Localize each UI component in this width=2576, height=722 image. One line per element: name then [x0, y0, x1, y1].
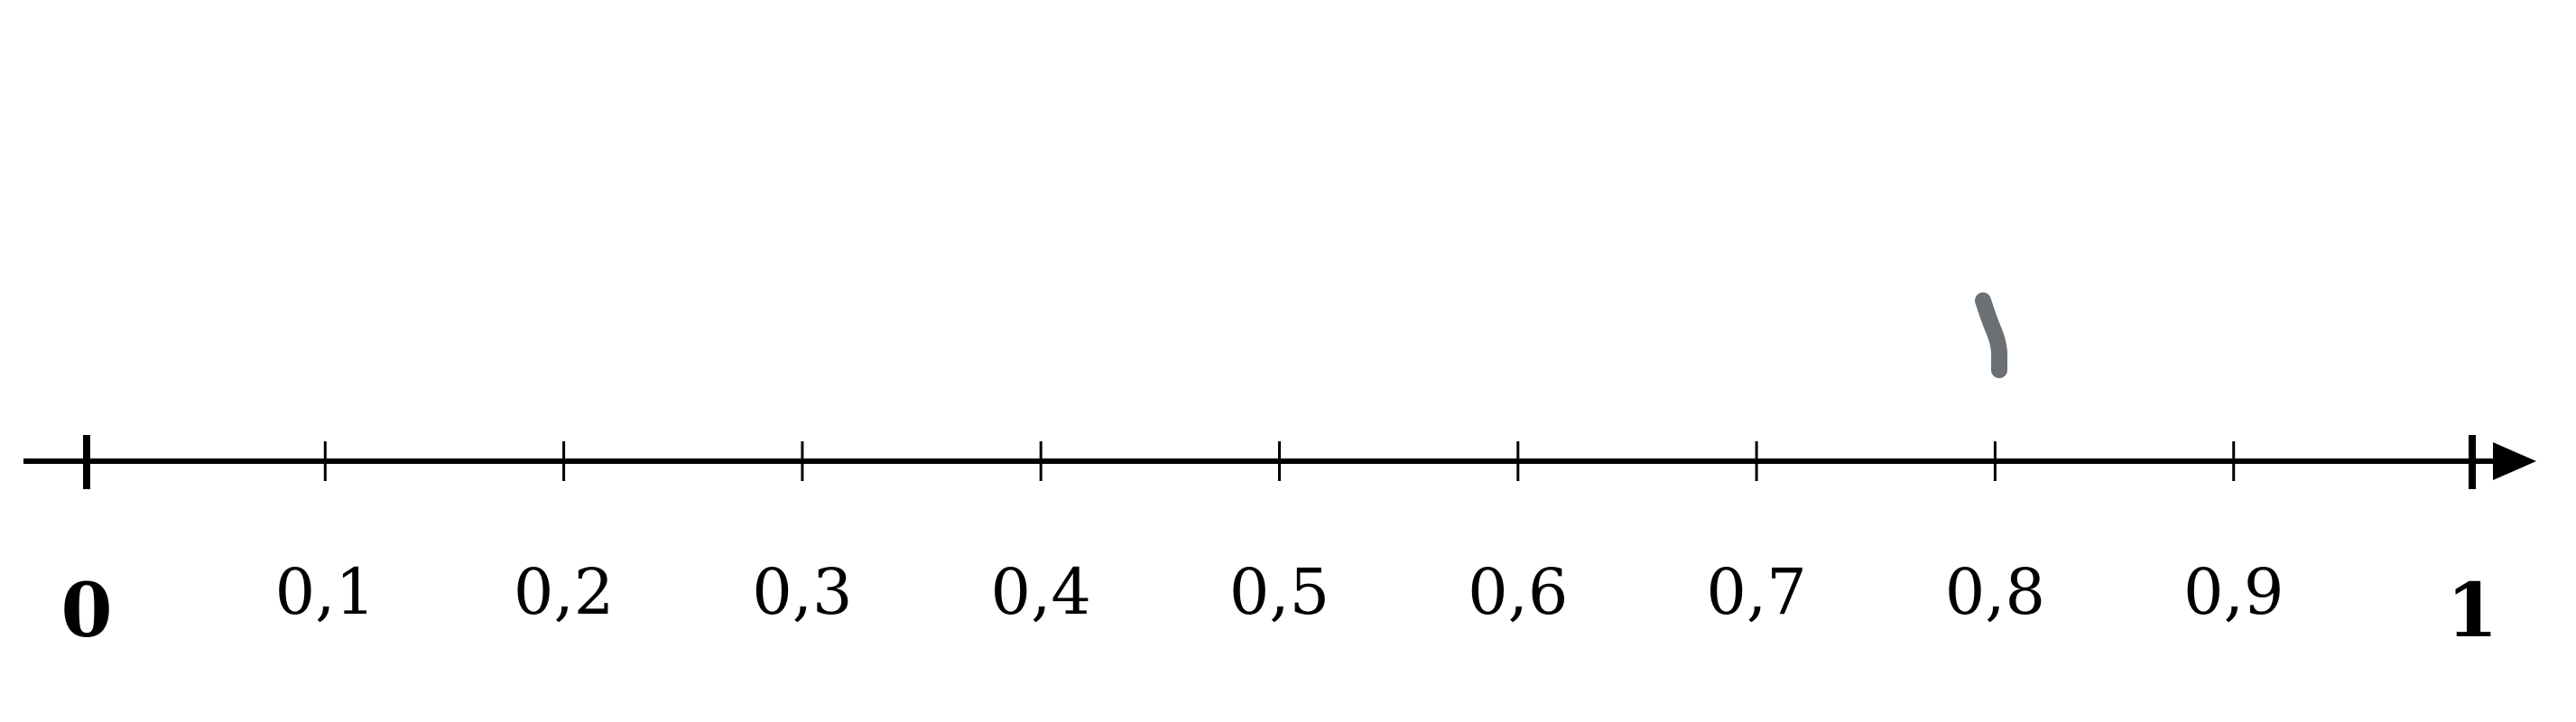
tick-label: 0,2 — [514, 555, 614, 629]
axis-arrowhead — [2493, 442, 2536, 480]
tick-label: 0,6 — [1468, 555, 1568, 629]
label-end: 1 — [2446, 568, 2497, 654]
intermediate-ticks: 0,1 0,2 0,3 0,4 0,5 0,6 0,7 0,8 0,9 — [275, 441, 2284, 629]
tick-label: 0,4 — [991, 555, 1091, 629]
tick-label: 0,8 — [1945, 555, 2045, 629]
pen-mark — [1975, 292, 2008, 378]
label-start: 0 — [60, 568, 112, 654]
tick-label: 0,1 — [275, 555, 375, 629]
tick-label: 0,9 — [2183, 555, 2284, 629]
tick-label: 0,5 — [1229, 555, 1330, 629]
tick-label: 0,7 — [1706, 555, 1806, 629]
tick-label: 0,3 — [752, 555, 852, 629]
